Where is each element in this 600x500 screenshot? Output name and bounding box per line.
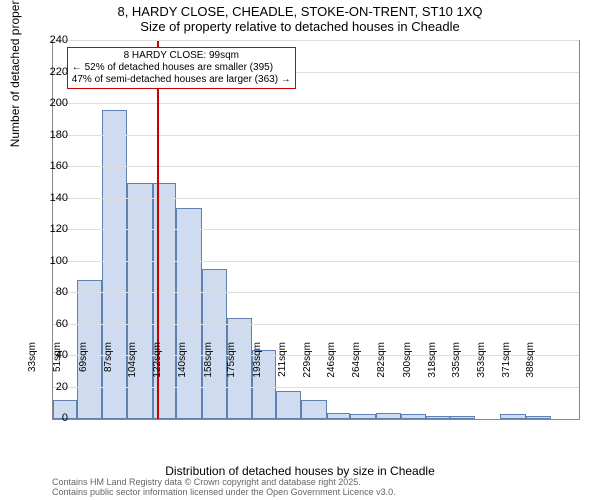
- y-tick: 200: [50, 97, 68, 109]
- histogram-bar: [401, 414, 426, 419]
- footer-line-2: Contains public sector information licen…: [52, 488, 396, 498]
- histogram-bar: [127, 183, 152, 419]
- y-tick: 100: [50, 255, 68, 267]
- y-tick: 20: [56, 381, 68, 393]
- y-tick: 160: [50, 160, 68, 172]
- x-tick: 371sqm: [501, 342, 512, 382]
- histogram-bar: [426, 416, 450, 419]
- gridline: [53, 135, 579, 136]
- x-tick: 140sqm: [177, 342, 188, 382]
- gridline: [53, 387, 579, 388]
- x-tick: 175sqm: [226, 342, 237, 382]
- x-tick: 193sqm: [252, 342, 263, 382]
- x-tick: 335sqm: [451, 342, 462, 382]
- footer: Contains HM Land Registry data © Crown c…: [52, 478, 396, 498]
- x-tick: 282sqm: [376, 342, 387, 382]
- gridline: [53, 103, 579, 104]
- histogram-bar: [327, 413, 351, 419]
- y-tick: 120: [50, 223, 68, 235]
- annotation-line-2: 47% of semi-detached houses are larger (…: [72, 74, 291, 86]
- gridline: [53, 261, 579, 262]
- gridline: [53, 292, 579, 293]
- histogram-bar: [276, 391, 301, 419]
- histogram-bar: [376, 413, 401, 419]
- x-tick: 300sqm: [402, 342, 413, 382]
- y-tick: 140: [50, 192, 68, 204]
- x-axis-label: Distribution of detached houses by size …: [0, 464, 600, 478]
- y-tick: 0: [62, 412, 68, 424]
- histogram-bar: [301, 400, 326, 419]
- gridline: [53, 324, 579, 325]
- histogram-bar: [350, 414, 375, 419]
- y-axis-label: Number of detached properties: [8, 0, 22, 147]
- gridline: [53, 229, 579, 230]
- histogram-bar: [450, 416, 475, 419]
- title-line-1: 8, HARDY CLOSE, CHEADLE, STOKE-ON-TRENT,…: [0, 0, 600, 19]
- y-tick: 220: [50, 66, 68, 78]
- y-tick: 180: [50, 129, 68, 141]
- y-tick: 240: [50, 34, 68, 46]
- y-tick: 60: [56, 318, 68, 330]
- x-tick: 264sqm: [351, 342, 362, 382]
- x-tick: 246sqm: [326, 342, 337, 382]
- x-tick: 87sqm: [103, 342, 114, 382]
- x-tick: 69sqm: [78, 342, 89, 382]
- y-tick: 80: [56, 286, 68, 298]
- x-tick: 33sqm: [27, 342, 38, 382]
- title-line-2: Size of property relative to detached ho…: [0, 19, 600, 34]
- annotation-line-1: ← 52% of detached houses are smaller (39…: [72, 62, 291, 74]
- histogram-bar: [500, 414, 525, 419]
- x-tick: 388sqm: [525, 342, 536, 382]
- gridline: [53, 40, 579, 41]
- x-tick: 104sqm: [127, 342, 138, 382]
- x-tick: 158sqm: [203, 342, 214, 382]
- annotation-box: 8 HARDY CLOSE: 99sqm ← 52% of detached h…: [67, 47, 296, 89]
- gridline: [53, 198, 579, 199]
- x-tick: 318sqm: [427, 342, 438, 382]
- x-tick: 122sqm: [152, 342, 163, 382]
- histogram-bar: [526, 416, 551, 419]
- gridline: [53, 166, 579, 167]
- x-tick: 51sqm: [52, 342, 63, 382]
- x-tick: 353sqm: [476, 342, 487, 382]
- x-tick: 229sqm: [302, 342, 313, 382]
- annotation-title: 8 HARDY CLOSE: 99sqm: [72, 50, 291, 62]
- x-tick: 211sqm: [277, 342, 288, 382]
